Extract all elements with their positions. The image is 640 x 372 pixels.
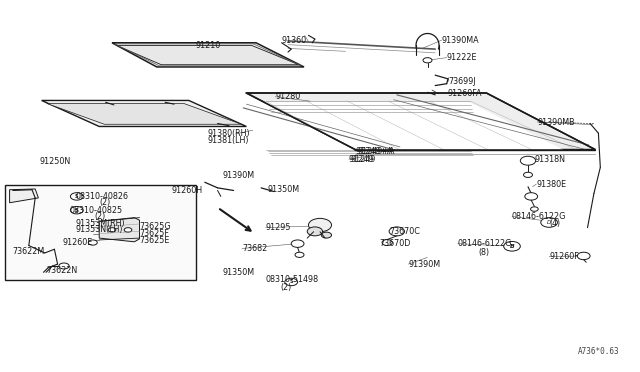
Text: 73625E: 73625E xyxy=(140,236,170,245)
Text: 91350M: 91350M xyxy=(268,185,300,194)
Text: 91260F: 91260F xyxy=(549,252,579,261)
Text: 91390MB: 91390MB xyxy=(538,118,575,126)
Circle shape xyxy=(291,240,304,247)
Circle shape xyxy=(285,278,298,286)
Text: B: B xyxy=(509,244,515,249)
Text: 08146-6122G: 08146-6122G xyxy=(458,239,512,248)
Text: 91295: 91295 xyxy=(266,223,291,232)
Circle shape xyxy=(321,232,332,238)
Text: 91260H: 91260H xyxy=(172,186,203,195)
Text: 91250N: 91250N xyxy=(40,157,71,166)
Polygon shape xyxy=(112,43,304,67)
Circle shape xyxy=(382,240,392,246)
Text: 73622N: 73622N xyxy=(46,266,77,275)
Text: 73625G: 73625G xyxy=(140,222,171,231)
Circle shape xyxy=(108,228,116,232)
Text: 91249: 91249 xyxy=(351,155,376,164)
Text: 91280: 91280 xyxy=(275,92,300,101)
Text: (2): (2) xyxy=(95,212,106,221)
Text: D: D xyxy=(547,220,551,225)
Text: 91318N: 91318N xyxy=(534,155,565,164)
Polygon shape xyxy=(264,102,575,155)
Text: A736*0.63: A736*0.63 xyxy=(578,347,620,356)
Text: 73622M: 73622M xyxy=(13,247,45,256)
Text: 91353N(LH): 91353N(LH) xyxy=(76,225,123,234)
Circle shape xyxy=(308,218,332,232)
Text: 91390M: 91390M xyxy=(223,171,255,180)
Circle shape xyxy=(531,207,538,211)
Text: 91353M(RH): 91353M(RH) xyxy=(76,219,125,228)
Text: (8): (8) xyxy=(479,248,490,257)
Circle shape xyxy=(307,227,323,236)
Polygon shape xyxy=(42,100,246,126)
Bar xyxy=(5,185,196,280)
Circle shape xyxy=(295,252,304,257)
Circle shape xyxy=(541,218,557,227)
Polygon shape xyxy=(47,103,241,124)
Text: 91350M: 91350M xyxy=(223,268,255,277)
Text: 91249+A: 91249+A xyxy=(355,147,393,156)
Text: S: S xyxy=(289,279,293,285)
Text: 73670C: 73670C xyxy=(389,227,420,236)
Circle shape xyxy=(389,227,404,236)
Circle shape xyxy=(520,156,536,165)
Text: 91381(LH): 91381(LH) xyxy=(208,136,250,145)
Text: 91360: 91360 xyxy=(282,36,307,45)
Text: 08146-6122G: 08146-6122G xyxy=(512,212,566,221)
Text: 91249+A: 91249+A xyxy=(357,147,395,156)
Text: 73699J: 73699J xyxy=(448,77,476,86)
Text: 73682: 73682 xyxy=(242,244,267,253)
Circle shape xyxy=(124,228,132,232)
Circle shape xyxy=(70,193,83,200)
Text: 91260E: 91260E xyxy=(63,238,93,247)
Circle shape xyxy=(525,193,538,200)
Circle shape xyxy=(524,172,532,177)
Text: 91260FA: 91260FA xyxy=(448,89,483,98)
Text: 91390MA: 91390MA xyxy=(442,36,479,45)
Text: 91390M: 91390M xyxy=(408,260,440,269)
Text: 91380(RH): 91380(RH) xyxy=(208,129,251,138)
Text: 08310-51498: 08310-51498 xyxy=(266,275,319,284)
Text: S: S xyxy=(75,208,79,213)
Text: S: S xyxy=(75,194,79,199)
Polygon shape xyxy=(116,45,299,65)
Text: 91210: 91210 xyxy=(195,41,220,50)
Text: 73625F: 73625F xyxy=(140,229,170,238)
Text: (2): (2) xyxy=(280,283,292,292)
Text: 08310-40825: 08310-40825 xyxy=(69,206,122,215)
Circle shape xyxy=(70,206,83,214)
Circle shape xyxy=(88,240,97,245)
Text: (4): (4) xyxy=(549,219,560,228)
Text: (2): (2) xyxy=(99,198,111,207)
Polygon shape xyxy=(10,189,38,203)
Circle shape xyxy=(577,252,590,260)
Text: 08310-40826: 08310-40826 xyxy=(76,192,129,201)
Circle shape xyxy=(59,263,69,269)
Polygon shape xyxy=(99,218,140,242)
Text: 91249: 91249 xyxy=(349,155,374,164)
Circle shape xyxy=(504,241,520,251)
Text: 73670D: 73670D xyxy=(379,239,410,248)
Polygon shape xyxy=(246,93,595,150)
Text: 91380E: 91380E xyxy=(536,180,566,189)
Text: 91222E: 91222E xyxy=(447,53,477,62)
Circle shape xyxy=(423,58,432,63)
